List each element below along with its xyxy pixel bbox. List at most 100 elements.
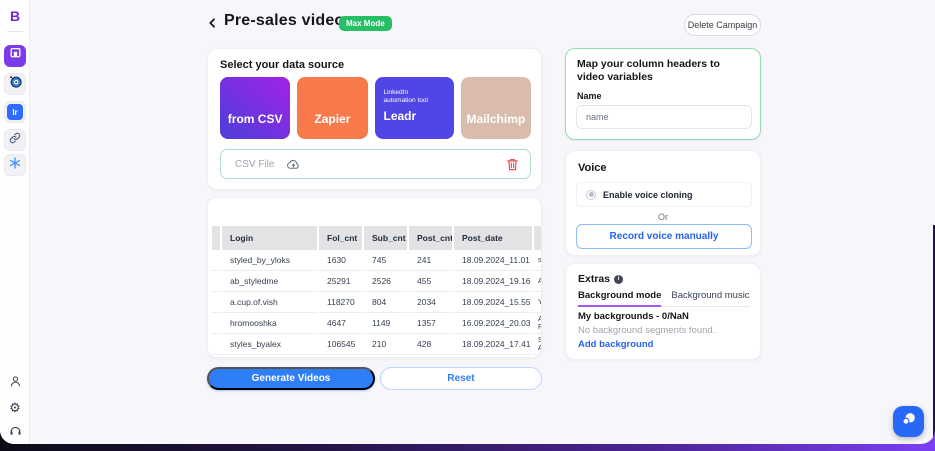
column-header-lead [212,226,220,250]
cell-clipped: S A [534,334,541,355]
snowflake-app-icon [8,156,22,175]
brand-logo[interactable]: B [9,8,21,24]
cell-post: 1357 [409,313,452,334]
account-button[interactable] [0,374,30,394]
cell-login: styled_by_yloks [222,250,317,271]
cell-clipped: A [534,355,541,357]
delete-campaign-button[interactable]: Delete Campaign [684,14,761,36]
window-edge [933,225,935,444]
table-header-row: Login Fol_cnt Sub_cnt Post_cnt Post_date… [212,226,541,250]
cell-post: 455 [409,271,452,292]
voice-card: Voice Enable voice cloning Or Record voi… [565,150,761,256]
radio-icon[interactable] [586,189,596,200]
add-background-link[interactable]: Add background [578,339,654,350]
video-campaign-icon [9,47,22,65]
source-label: from CSV [227,112,283,126]
link-integrations-icon [8,131,22,150]
name-field-value: name [586,112,609,122]
reset-button[interactable]: Reset [380,367,542,390]
source-leadr[interactable]: LinkedIn automation tool Leadr [374,77,454,139]
extras-tabs: Background mode Background music [578,290,750,307]
sidebar-item-bot[interactable] [4,73,26,95]
column-header-clipped: N [534,226,541,250]
source-label: Zapier [314,112,351,126]
extras-header: Extras i [578,273,624,285]
sidebar-item-ir[interactable]: Ir [4,101,26,123]
cell-login: … [222,355,317,357]
ir-app-icon: Ir [7,104,23,120]
account-icon [8,376,23,393]
cell-login: styles_byalex [222,334,317,355]
cell-login: a.cup.of.vish [222,292,317,313]
cell-date: 18.09.2024_19.16 [454,271,532,292]
cell-fol: 25291 [319,271,362,292]
support-button[interactable] [0,423,30,443]
info-icon[interactable]: i [614,274,624,284]
chat-launcher-button[interactable] [893,406,924,437]
settings-button[interactable]: ⚙ [0,399,30,417]
column-header-post-cnt: Post_cnt [409,226,452,250]
tab-background-mode[interactable]: Background mode [578,290,662,307]
column-mapping-card: Map your column headers to video variabl… [565,48,761,140]
trash-icon[interactable] [506,157,519,172]
table-row-partial: … … … … … … … … A [212,355,541,357]
record-voice-button[interactable]: Record voice manually [576,224,752,249]
cell-date: 18.09.2024_15.55 [454,292,532,313]
cell-sub: 2526 [364,271,407,292]
cell-fol: 106545 [319,334,362,355]
cell-date: 18.09.2024_11.01 [454,250,532,271]
tab-background-music[interactable]: Background music [671,290,750,301]
csv-file-placeholder: CSV File [235,158,275,170]
source-label: Mailchimp [466,112,526,126]
or-separator: Or [658,212,668,222]
cell-sub: 804 [364,292,407,313]
cell-date: 18.09.2024_17.41 [454,334,532,355]
source-from-csv[interactable]: from CSV [220,77,291,139]
sidebar-item-snowflake[interactable] [4,154,26,176]
support-headset-icon [8,425,23,442]
sidebar: B Ir [0,0,30,444]
mapping-title: Map your column headers to video variabl… [577,58,720,83]
back-button[interactable] [205,14,221,32]
column-header-post-date: Post_date [454,226,532,250]
cell-sub: … [364,355,407,357]
source-mailchimp[interactable]: Mailchimp [460,77,531,139]
cell-fol: 118270 [319,292,362,313]
cell-post: 2034 [409,292,452,313]
bot-avatar-icon [8,74,23,94]
cell-clipped: A F [534,313,541,334]
data-source-options: from CSV Zapier LinkedIn automation tool… [220,77,531,139]
extras-card: Extras i Background mode Background musi… [565,263,761,360]
name-field-label: Name [577,91,602,101]
voice-cloning-label: Enable voice cloning [603,189,693,200]
mode-badge: Max Mode [339,16,392,31]
sidebar-item-video-campaigns[interactable] [4,45,26,67]
cell-sub: 210 [364,334,407,355]
my-backgrounds-title: My backgrounds - 0/NaN [578,311,689,322]
table-row: styled_by_yloks 1630 745 241 18.09.2024_… [212,250,541,271]
cell-date: … … … … [454,355,532,357]
voice-cloning-option[interactable]: Enable voice cloning [576,182,752,207]
divider [7,31,23,32]
data-source-title: Select your data source [220,59,345,71]
name-field[interactable]: name [576,105,752,129]
generate-videos-button[interactable]: Generate Videos [207,367,375,390]
csv-file-input[interactable]: CSV File [220,149,531,179]
page-title: Pre-sales video [224,12,345,29]
column-header-fol-cnt: Fol_cnt [319,226,362,250]
cell-sub: 745 [364,250,407,271]
table-row: ab_styledme 25291 2526 455 18.09.2024_19… [212,271,541,292]
sidebar-item-integrations[interactable] [4,129,26,151]
cell-post: 241 [409,250,452,271]
cell-login: ab_styledme [222,271,317,292]
data-source-card: Select your data source from CSV Zapier … [207,48,542,190]
column-header-sub-cnt: Sub_cnt [364,226,407,250]
cell-clipped: s [534,250,541,271]
voice-title: Voice [578,162,607,174]
cell-post: … [409,355,452,357]
cell-fol: 1630 [319,250,362,271]
cell-clipped: A [534,271,541,292]
data-table[interactable]: Login Fol_cnt Sub_cnt Post_cnt Post_date… [210,226,541,357]
source-zapier[interactable]: Zapier [297,77,368,139]
